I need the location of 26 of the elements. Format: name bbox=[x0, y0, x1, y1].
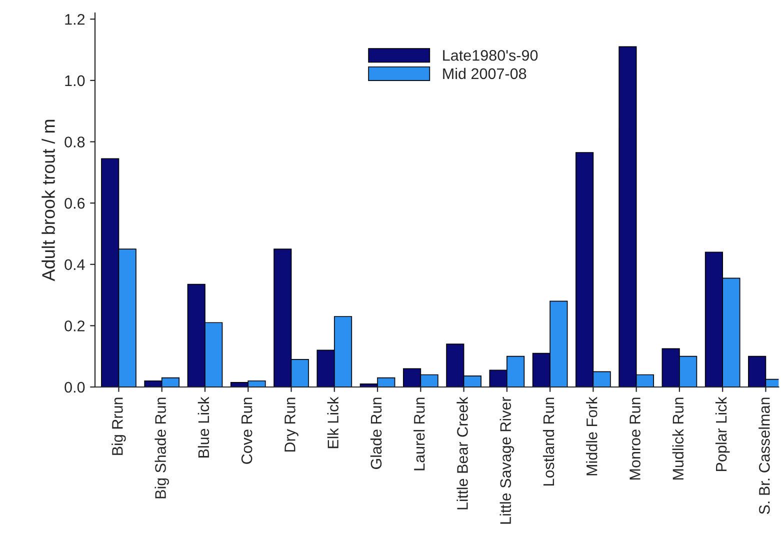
x-tick-label: Big Shade Run bbox=[154, 398, 169, 498]
x-tick-label: Poplar Lick bbox=[715, 396, 730, 472]
x-tick-label: Cove Run bbox=[241, 398, 252, 464]
y-tick-label: 1.2 bbox=[65, 14, 85, 25]
y-tick-label: 1.0 bbox=[65, 75, 85, 86]
x-tick-label: Monroe Run bbox=[630, 398, 640, 480]
x-tick-label: Big Rrun bbox=[112, 398, 126, 455]
legend-label: Late1980's-90 bbox=[443, 50, 538, 61]
x-tick-label: Middle Fork bbox=[586, 396, 598, 476]
x-tick-label: Glade Run bbox=[370, 398, 382, 469]
y-tick-label: 0.2 bbox=[64, 320, 85, 332]
x-tick-label: Laurel Run bbox=[414, 398, 425, 470]
y-tick-label: 0.4 bbox=[64, 259, 85, 270]
y-tick-label: 0.6 bbox=[64, 198, 85, 209]
x-tick-label: Blue Lick bbox=[198, 396, 210, 458]
x-tick-label: Lostland Run bbox=[542, 398, 554, 486]
legend-label: Mid 2007-08 bbox=[443, 68, 526, 80]
x-tick-label: S. Br. Casselman bbox=[758, 398, 770, 514]
y-axis-title: Adult brook trout / m bbox=[42, 120, 55, 282]
x-tick-label: Little Bear Creek bbox=[456, 396, 468, 510]
y-tick-label: 0.8 bbox=[64, 136, 85, 148]
y-tick-label: 0.0 bbox=[64, 382, 85, 393]
x-tick-label: Dry Run bbox=[284, 398, 298, 452]
x-tick-label: Little Savage River bbox=[500, 396, 514, 524]
x-tick-label: Elk Lick bbox=[327, 396, 338, 448]
x-tick-label: Mudlick Run bbox=[672, 398, 684, 480]
